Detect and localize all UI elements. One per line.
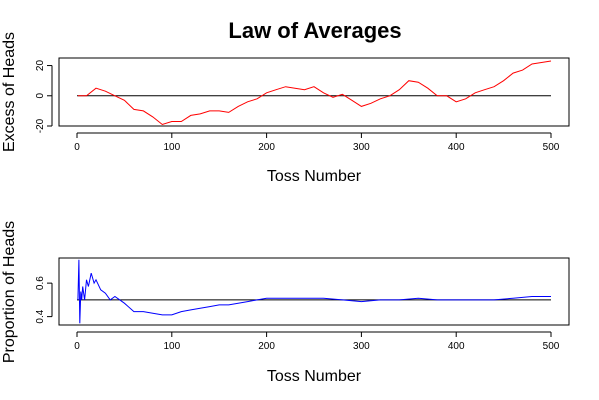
- y-tick-label: 0.4: [35, 309, 46, 323]
- proportion-heads-panel: 0 100 200 300 400 500 0.4 0.6 Toss Number Prop…: [1, 221, 570, 385]
- x-tick-label: 400: [448, 341, 465, 352]
- x-tick-label: 100: [163, 341, 180, 352]
- x-tick-label: 0: [74, 142, 80, 153]
- proportion-heads-series-line: [77, 259, 551, 324]
- y-tick-label: 0: [35, 93, 46, 99]
- x-tick-label: 500: [543, 142, 560, 153]
- x-tick-label: 400: [448, 142, 465, 153]
- y-axis-ticks: 0.4 0.6: [35, 276, 53, 324]
- y-axis-title: Excess of Heads: [1, 32, 18, 152]
- plot-frame: [58, 57, 570, 127]
- x-tick-label: 300: [353, 142, 370, 153]
- excess-heads-series-line: [77, 60, 552, 126]
- x-axis-title: Toss Number: [267, 368, 362, 385]
- x-tick-label: 300: [353, 341, 370, 352]
- excess-heads-panel: 0 100 200 300 400 500 -20 0 20 Toss Number Exce…: [1, 32, 570, 185]
- chart-title: Law of Averages: [228, 18, 401, 43]
- plot-frame: [58, 257, 570, 326]
- y-axis-ticks: -20 0 20: [35, 60, 53, 133]
- x-axis-ticks: 0 100 200 300 400 500: [74, 331, 560, 352]
- y-tick-label: 0.6: [35, 276, 46, 290]
- y-tick-label: -20: [35, 118, 46, 133]
- x-axis-ticks: 0 100 200 300 400 500: [74, 132, 560, 153]
- x-tick-label: 0: [74, 341, 80, 352]
- y-axis-title: Proportion of Heads: [1, 221, 18, 363]
- x-tick-label: 500: [543, 341, 560, 352]
- y-tick-label: 20: [35, 60, 46, 72]
- x-tick-label: 100: [163, 142, 180, 153]
- x-tick-label: 200: [258, 142, 275, 153]
- x-axis-title: Toss Number: [267, 168, 362, 185]
- x-tick-label: 200: [258, 341, 275, 352]
